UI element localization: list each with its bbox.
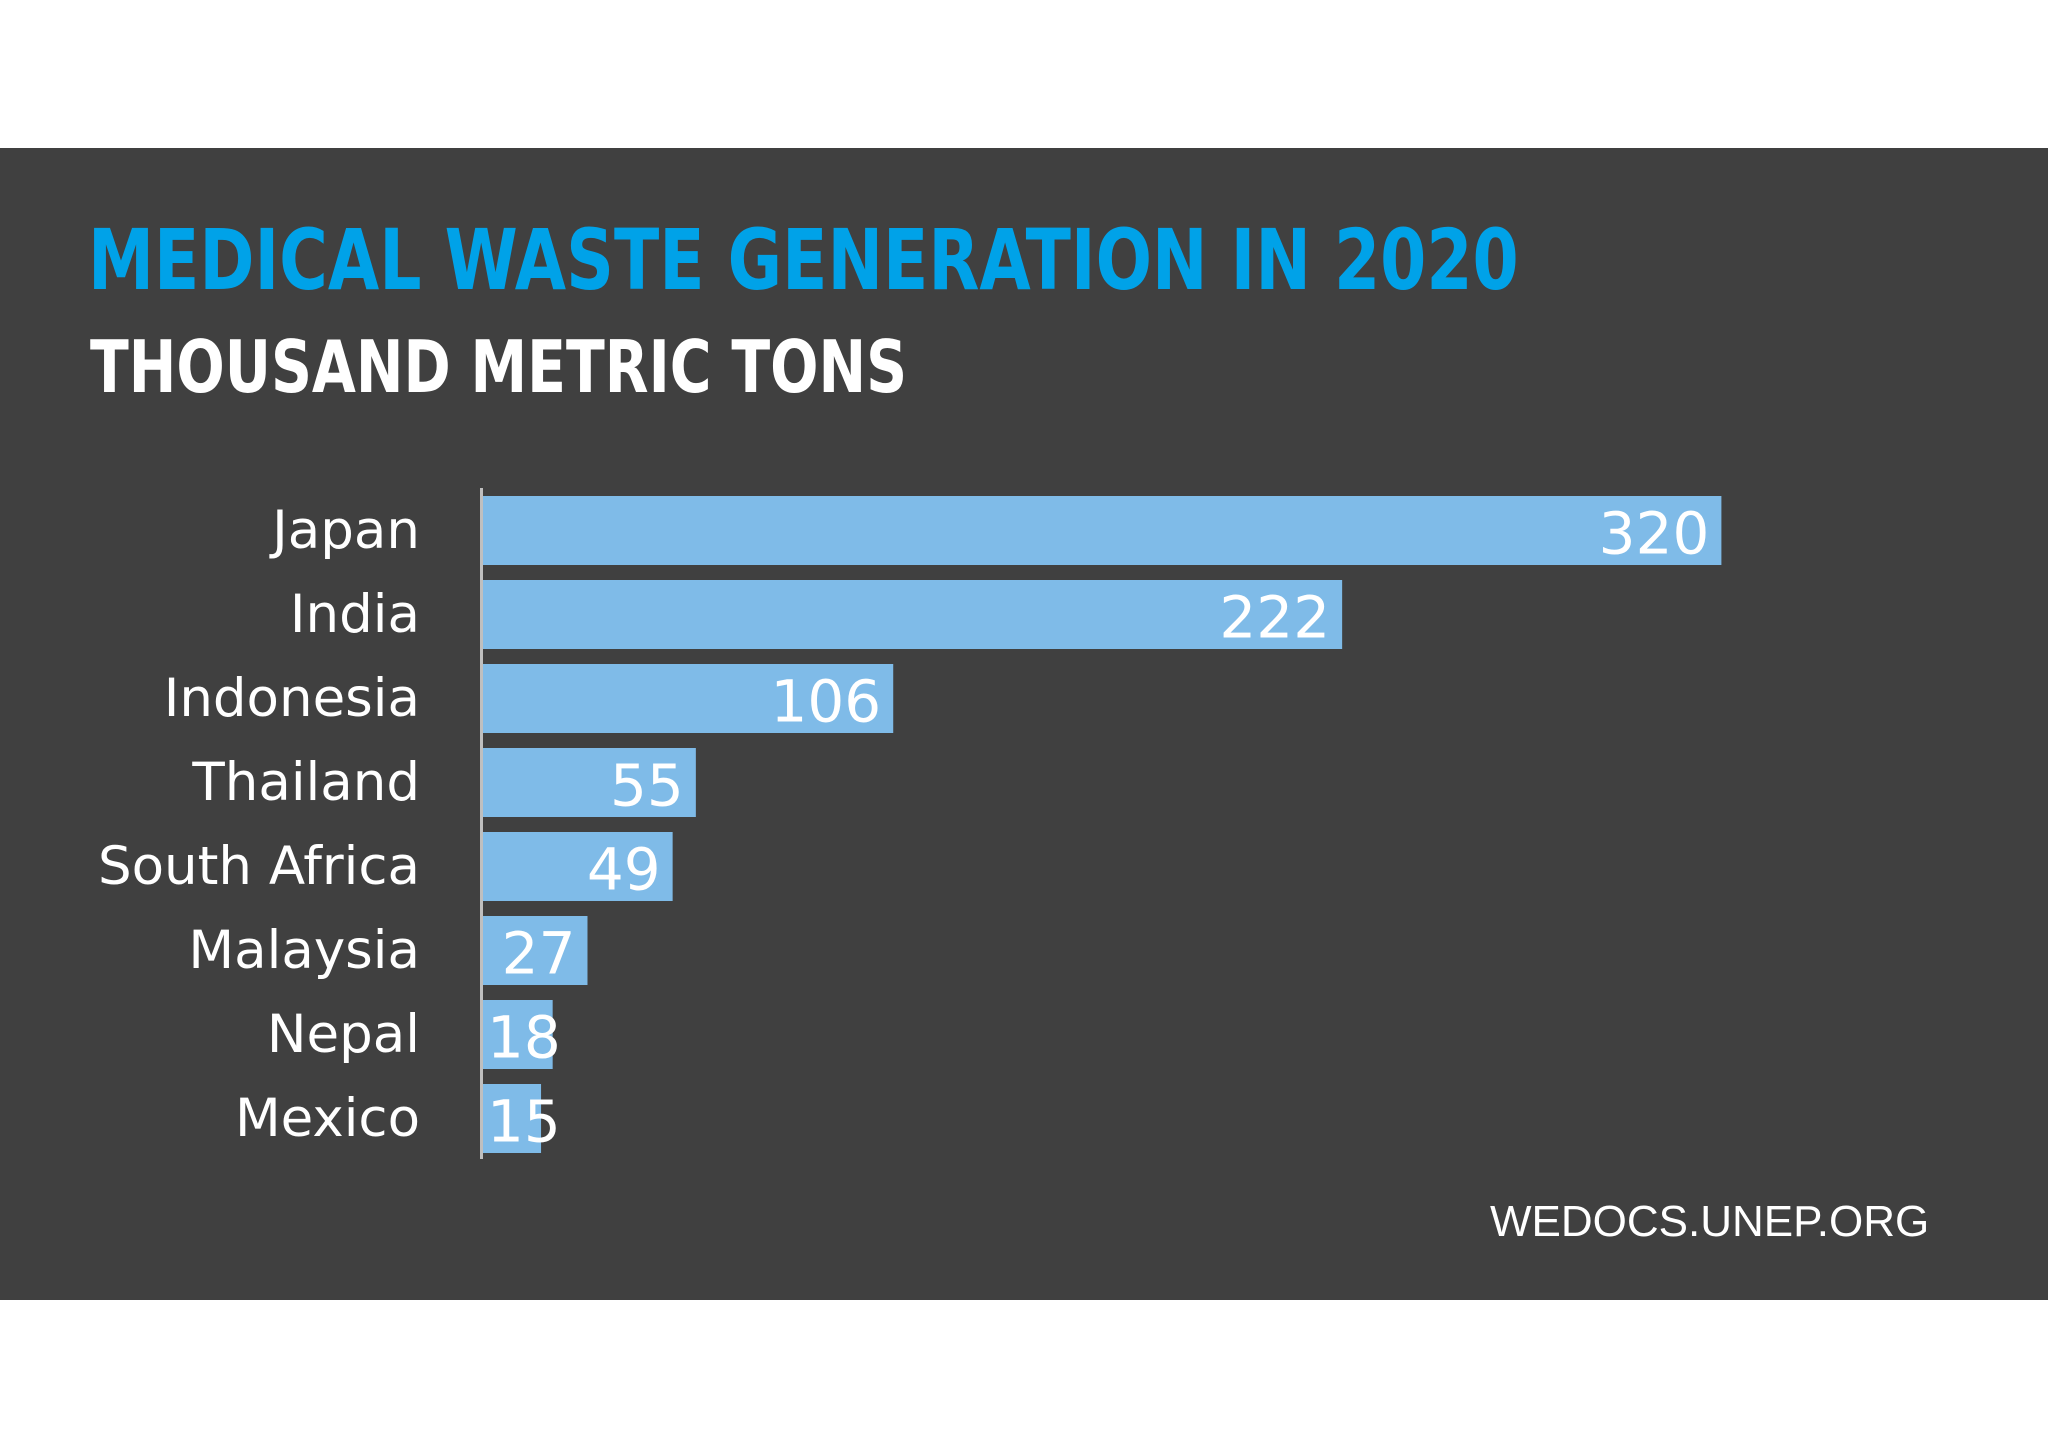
source-credit: WEDOCS.UNEP.ORG (1490, 1197, 1930, 1246)
chart-title: MEDICAL WASTE GENERATION IN 2020 (88, 211, 1519, 309)
category-label-japan: Japan (269, 500, 420, 561)
value-label-thailand: 55 (610, 752, 684, 820)
bar-india (483, 580, 1343, 649)
category-label-indonesia: Indonesia (164, 668, 420, 729)
value-label-india: 222 (1219, 584, 1330, 652)
category-label-nepal: Nepal (267, 1004, 420, 1065)
bar-malaysia (483, 916, 588, 985)
value-label-japan: 320 (1599, 500, 1710, 568)
category-label-south-africa: South Africa (98, 836, 420, 897)
value-label-indonesia: 106 (771, 668, 882, 736)
bar-japan (483, 496, 1722, 565)
chart-panel (0, 148, 2048, 1300)
category-label-malaysia: Malaysia (188, 920, 420, 981)
chart-subtitle: THOUSAND METRIC TONS (90, 325, 908, 409)
bar-mexico (483, 1084, 542, 1153)
value-label-malaysia: 27 (502, 920, 576, 988)
value-label-south-africa: 49 (587, 836, 661, 904)
category-label-india: India (290, 584, 420, 645)
bar-thailand (483, 748, 696, 817)
value-label-nepal: 18 (487, 1004, 561, 1072)
category-label-mexico: Mexico (235, 1088, 420, 1149)
value-label-mexico: 15 (487, 1088, 561, 1156)
bar-south-africa (483, 832, 673, 901)
bar-nepal (483, 1000, 553, 1069)
bar-indonesia (483, 664, 894, 733)
category-label-thailand: Thailand (191, 752, 420, 813)
